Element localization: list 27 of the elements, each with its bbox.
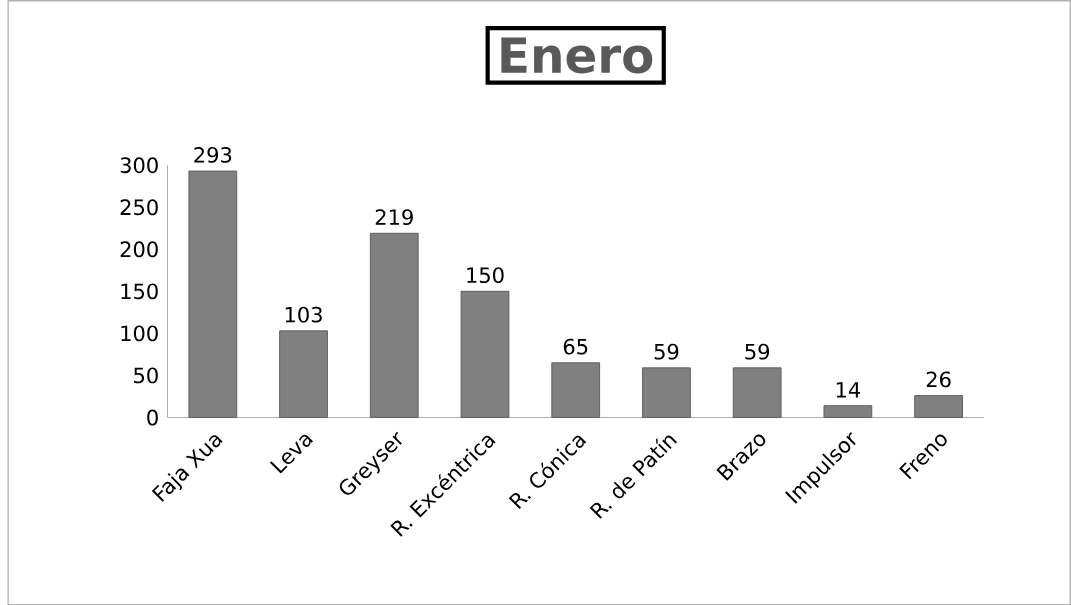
data-label: 59: [745, 343, 770, 360]
y-tick-label: 300: [120, 157, 158, 173]
y-tick-label: 50: [134, 367, 158, 384]
data-label: 103: [285, 306, 322, 323]
data-label: 14: [836, 381, 861, 398]
bar: [369, 232, 419, 418]
bar: [732, 367, 782, 418]
y-tick-label: 200: [120, 241, 158, 258]
data-label: 65: [563, 338, 588, 355]
bar: [279, 330, 328, 418]
data-label: 219: [375, 209, 413, 225]
data-label: 26: [926, 371, 951, 388]
data-label: 59: [654, 343, 679, 360]
bar: [551, 362, 601, 418]
bar: [642, 367, 691, 418]
bar: [823, 405, 873, 418]
y-tick-label: 0: [147, 409, 158, 426]
y-tick-label: 150: [121, 283, 158, 300]
y-tick-label: 250: [120, 199, 158, 215]
bar: [914, 394, 963, 418]
bar: [188, 170, 238, 418]
y-tick-label: 100: [121, 325, 158, 342]
chart-title: Enero: [501, 37, 653, 74]
data-label: 293: [194, 146, 232, 163]
data-label: 150: [467, 267, 504, 283]
x-tick-label: Faja Xua: [151, 435, 223, 502]
bar: [460, 290, 510, 418]
